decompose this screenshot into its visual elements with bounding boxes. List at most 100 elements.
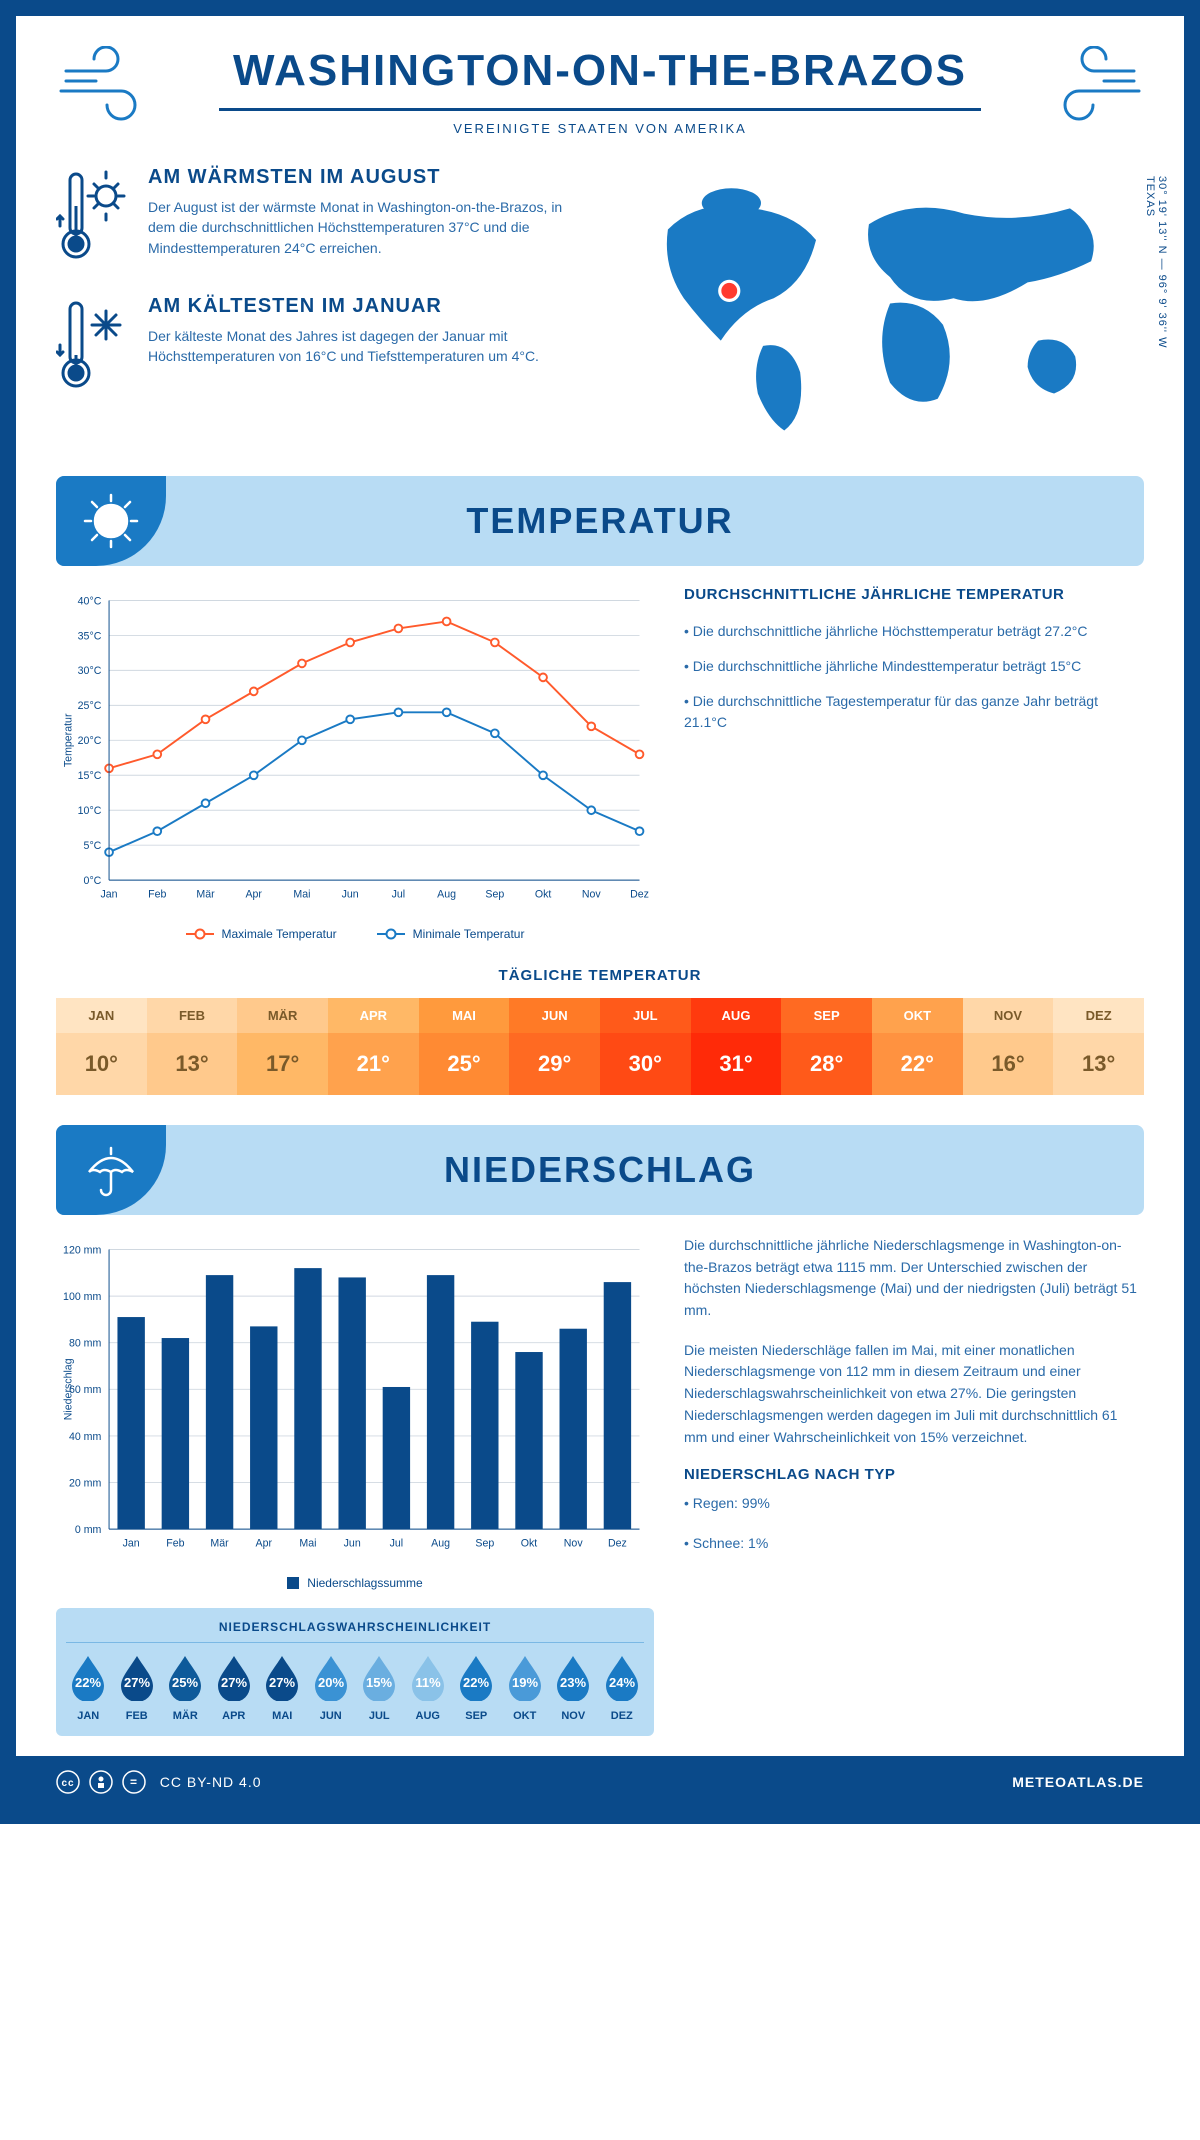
svg-text:25%: 25% xyxy=(172,1675,198,1690)
thermometer-cold-icon xyxy=(56,295,128,400)
intro-row: AM WÄRMSTEN IM AUGUST Der August ist der… xyxy=(56,166,1144,446)
svg-text:=: = xyxy=(130,1775,138,1789)
world-map xyxy=(615,166,1144,446)
stat-bullet: • Die durchschnittliche jährliche Höchst… xyxy=(684,621,1144,642)
svg-text:Jan: Jan xyxy=(101,889,118,901)
svg-text:Apr: Apr xyxy=(256,1538,273,1550)
section-header-precipitation: NIEDERSCHLAG xyxy=(56,1125,1144,1215)
warmest-heading: AM WÄRMSTEN IM AUGUST xyxy=(148,166,585,189)
svg-text:Apr: Apr xyxy=(245,889,262,901)
svg-text:27%: 27% xyxy=(221,1675,247,1690)
precipitation-probability-box: NIEDERSCHLAGSWAHRSCHEINLICHKEIT 22%JAN27… xyxy=(56,1608,654,1736)
svg-text:22%: 22% xyxy=(75,1675,101,1690)
svg-text:20°C: 20°C xyxy=(78,735,102,747)
daily-temp-cell: JUL30° xyxy=(600,998,691,1095)
svg-text:Dez: Dez xyxy=(608,1538,627,1550)
svg-text:15°C: 15°C xyxy=(78,770,102,782)
daily-temp-cell: JUN29° xyxy=(509,998,600,1095)
precipitation-bar-chart: 0 mm20 mm40 mm60 mm80 mm100 mm120 mmJanF… xyxy=(56,1235,654,1590)
page-subtitle: VEREINIGTE STAATEN VON AMERIKA xyxy=(56,121,1144,136)
svg-text:Mai: Mai xyxy=(293,889,310,901)
daily-temp-cell: MAI25° xyxy=(419,998,510,1095)
thermometer-hot-icon xyxy=(56,166,128,271)
wind-icon xyxy=(56,46,156,126)
svg-text:11%: 11% xyxy=(415,1675,441,1690)
daily-temp-table: JAN10°FEB13°MÄR17°APR21°MAI25°JUN29°JUL3… xyxy=(56,998,1144,1095)
coordinates-label: 30° 19' 13'' N — 96° 9' 36'' WTEXAS xyxy=(1144,176,1168,348)
svg-text:27%: 27% xyxy=(269,1675,295,1690)
warmest-block: AM WÄRMSTEN IM AUGUST Der August ist der… xyxy=(56,166,585,271)
svg-text:Jul: Jul xyxy=(390,1538,404,1550)
section-title: NIEDERSCHLAG xyxy=(444,1149,756,1191)
svg-text:40°C: 40°C xyxy=(78,595,102,607)
daily-temp-cell: OKT22° xyxy=(872,998,963,1095)
temperature-line-chart: 0°C5°C10°C15°C20°C25°C30°C35°C40°CJanFeb… xyxy=(56,586,654,941)
svg-text:Niederschlag: Niederschlag xyxy=(62,1358,74,1420)
svg-text:Sep: Sep xyxy=(485,889,504,901)
legend-min: Minimale Temperatur xyxy=(377,927,525,941)
svg-text:35°C: 35°C xyxy=(78,630,102,642)
svg-text:Okt: Okt xyxy=(535,889,552,901)
daily-temp-cell: SEP28° xyxy=(781,998,872,1095)
coldest-block: AM KÄLTESTEN IM JANUAR Der kälteste Mona… xyxy=(56,295,585,400)
svg-text:Aug: Aug xyxy=(437,889,456,901)
stat-bullet: • Die durchschnittliche jährliche Mindes… xyxy=(684,656,1144,677)
svg-text:15%: 15% xyxy=(366,1675,392,1690)
by-type-bullet: • Regen: 99% xyxy=(684,1493,1144,1515)
svg-text:Feb: Feb xyxy=(166,1538,184,1550)
daily-temp-cell: JAN10° xyxy=(56,998,147,1095)
probability-drop: 22%SEP xyxy=(454,1653,499,1722)
probability-drop: 11%AUG xyxy=(406,1653,451,1722)
warmest-text: Der August ist der wärmste Monat in Wash… xyxy=(148,197,585,258)
svg-text:Dez: Dez xyxy=(630,889,649,901)
svg-text:Sep: Sep xyxy=(475,1538,494,1550)
temperature-stats: DURCHSCHNITTLICHE JÄHRLICHE TEMPERATUR •… xyxy=(684,586,1144,941)
probability-drop: 25%MÄR xyxy=(163,1653,208,1722)
svg-text:0 mm: 0 mm xyxy=(75,1524,102,1536)
svg-text:Jan: Jan xyxy=(123,1538,140,1550)
svg-text:30°C: 30°C xyxy=(78,665,102,677)
svg-text:Mai: Mai xyxy=(299,1538,316,1550)
wind-icon xyxy=(1044,46,1144,126)
probability-drop: 27%MAI xyxy=(260,1653,305,1722)
probability-drop: 24%DEZ xyxy=(600,1653,645,1722)
map-marker-icon xyxy=(720,281,739,300)
by-type-bullet: • Schnee: 1% xyxy=(684,1533,1144,1555)
page-frame: WASHINGTON-ON-THE-BRAZOS VEREINIGTE STAA… xyxy=(0,0,1200,1824)
svg-text:Jun: Jun xyxy=(342,889,359,901)
svg-text:40 mm: 40 mm xyxy=(69,1431,102,1443)
svg-text:Feb: Feb xyxy=(148,889,166,901)
daily-temp-cell: FEB13° xyxy=(147,998,238,1095)
svg-text:80 mm: 80 mm xyxy=(69,1338,102,1350)
brand-label: METEOATLAS.DE xyxy=(1012,1774,1144,1790)
svg-text:24%: 24% xyxy=(609,1675,635,1690)
daily-temp-cell: MÄR17° xyxy=(237,998,328,1095)
svg-text:Nov: Nov xyxy=(564,1538,584,1550)
svg-text:19%: 19% xyxy=(512,1675,538,1690)
daily-temp-cell: NOV16° xyxy=(963,998,1054,1095)
stats-heading: DURCHSCHNITTLICHE JÄHRLICHE TEMPERATUR xyxy=(684,586,1144,603)
precip-paragraph: Die durchschnittliche jährliche Niedersc… xyxy=(684,1235,1144,1322)
svg-text:cc: cc xyxy=(61,1778,74,1789)
precipitation-text: Die durchschnittliche jährliche Niedersc… xyxy=(684,1235,1144,1736)
svg-text:25°C: 25°C xyxy=(78,700,102,712)
svg-text:Mär: Mär xyxy=(210,1538,229,1550)
svg-text:23%: 23% xyxy=(560,1675,586,1690)
probability-drop: 15%JUL xyxy=(357,1653,402,1722)
daily-temp-cell: DEZ13° xyxy=(1053,998,1144,1095)
footer: cc = CC BY-ND 4.0 METEOATLAS.DE xyxy=(16,1756,1184,1808)
svg-text:Jun: Jun xyxy=(344,1538,361,1550)
probability-drop: 19%OKT xyxy=(503,1653,548,1722)
probability-drop: 27%APR xyxy=(212,1653,257,1722)
svg-text:Nov: Nov xyxy=(582,889,602,901)
sun-icon xyxy=(56,476,166,566)
probability-heading: NIEDERSCHLAGSWAHRSCHEINLICHKEIT xyxy=(66,1620,644,1643)
umbrella-icon xyxy=(56,1125,166,1215)
svg-text:22%: 22% xyxy=(463,1675,489,1690)
daily-temp-cell: APR21° xyxy=(328,998,419,1095)
probability-drop: 27%FEB xyxy=(115,1653,160,1722)
svg-text:120 mm: 120 mm xyxy=(63,1244,101,1256)
svg-text:0°C: 0°C xyxy=(84,875,102,887)
coldest-text: Der kälteste Monat des Jahres ist dagege… xyxy=(148,326,585,367)
coldest-heading: AM KÄLTESTEN IM JANUAR xyxy=(148,295,585,318)
